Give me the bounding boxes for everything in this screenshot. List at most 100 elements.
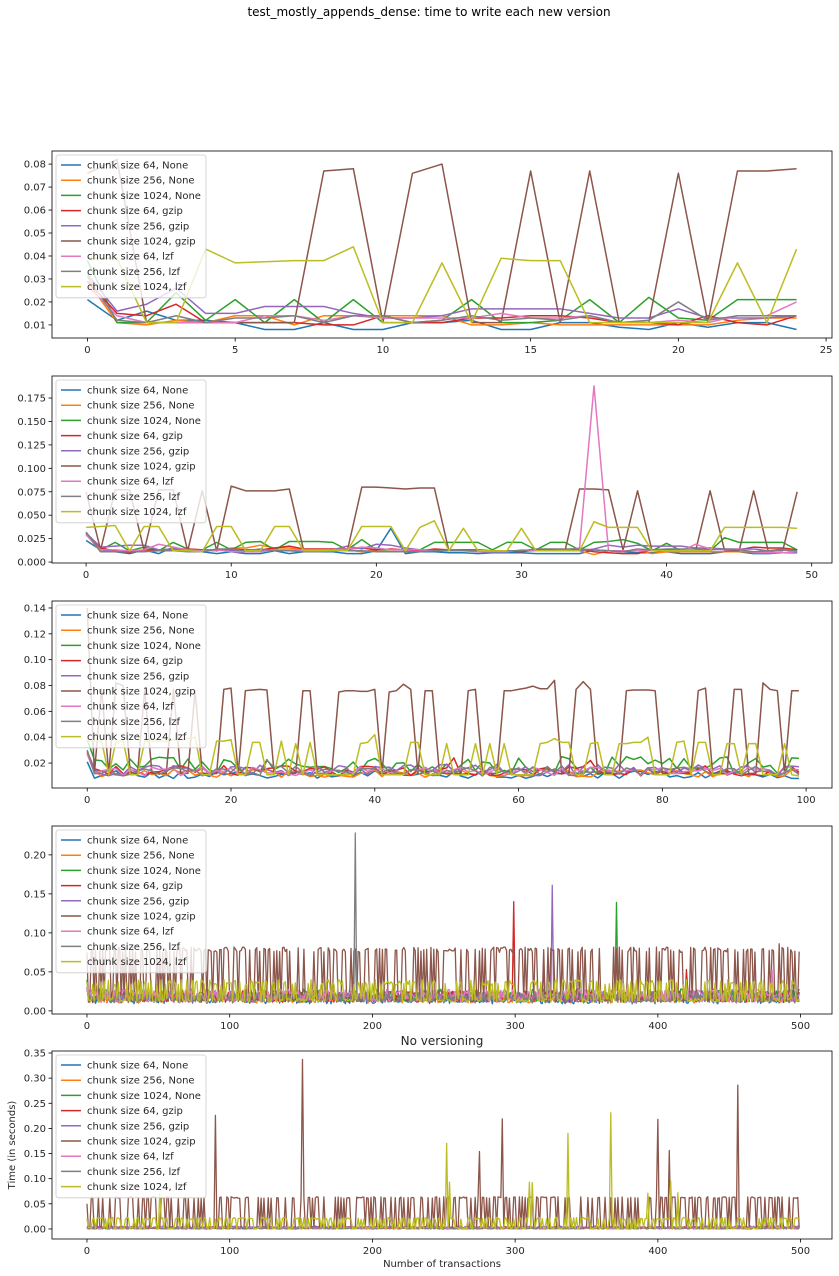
legend: chunk size 64, None chunk size 256, None c… (55, 829, 207, 974)
legend-label: chunk size 64, gzip (87, 206, 183, 217)
legend-label: chunk size 64, gzip (87, 431, 183, 442)
series-line-8 (86, 276, 797, 324)
y-tick-label: 0.12 (24, 629, 46, 640)
series-line-6 (86, 1058, 800, 1230)
y-tick-label: 0.15 (24, 889, 46, 900)
y-tick-label: 0.08 (24, 681, 46, 692)
x-tick-label: 300 (506, 1021, 525, 1032)
y-tick-label: 0.10 (24, 928, 46, 939)
subplot-1: 0 5 10 15 20 25 0.01 0.02 0.03 0.04 0.05 0.06 0.07 0.… (24, 150, 833, 356)
legend: chunk size 64, None chunk size 256, None c… (55, 1054, 207, 1199)
series-line-5 (86, 273, 797, 319)
y-tick-label: 0.07 (24, 183, 46, 194)
legend-label: chunk size 256, None (87, 626, 195, 637)
y-tick-label: 0.15 (24, 1149, 46, 1160)
x-tick-label: 25 (820, 345, 833, 356)
subplot-title: No versioning (401, 1034, 484, 1048)
legend-label: chunk size 64, None (87, 836, 188, 847)
y-tick-label: 0.04 (24, 251, 46, 262)
legend-label: chunk size 64, gzip (87, 656, 183, 667)
y-tick-label: 0.14 (24, 603, 46, 614)
x-tick-label: 20 (225, 795, 238, 806)
legend-label: chunk size 256, lzf (87, 267, 181, 278)
y-tick-label: 0.06 (24, 707, 46, 718)
y-tick-label: 0.30 (24, 1074, 46, 1085)
legend-box (55, 1054, 207, 1199)
x-tick-label: 0 (83, 570, 89, 581)
x-tick-label: 15 (524, 345, 537, 356)
legend-label: chunk size 1024, lzf (87, 732, 187, 743)
y-tick-label: 0.01 (24, 320, 46, 331)
figure-title: test_mostly_appends_dense: time to write… (247, 5, 611, 19)
legend-label: chunk size 64, lzf (87, 1152, 174, 1163)
legend: chunk size 64, None chunk size 256, None c… (55, 379, 207, 524)
y-tick-label: 0.35 (24, 1049, 46, 1060)
axes-frame (51, 375, 833, 564)
x-tick-label: 200 (363, 1246, 382, 1257)
legend-label: chunk size 1024, gzip (87, 912, 196, 923)
y-tick-label: 0.02 (24, 759, 46, 770)
legend-label: chunk size 256, gzip (87, 671, 189, 682)
subplot-4: 0 100 200 300 400 500 0.00 0.05 0.10 0.15 0.20 chun… (24, 825, 833, 1032)
y-tick-label: 0.10 (24, 1174, 46, 1185)
y-tick-label: 0.02 (24, 297, 46, 308)
y-tick-label: 0.175 (17, 394, 46, 405)
legend-label: chunk size 256, None (87, 176, 195, 187)
legend-label: chunk size 256, gzip (87, 896, 189, 907)
axes-frame (51, 600, 833, 789)
series-line-9 (86, 1112, 800, 1230)
x-axis-label: Number of transactions (383, 1259, 501, 1270)
legend-label: chunk size 1024, lzf (87, 507, 187, 518)
legend-label: chunk size 256, lzf (87, 1167, 181, 1178)
legend-label: chunk size 256, None (87, 401, 195, 412)
axes-frame (51, 1050, 833, 1240)
legend-label: chunk size 64, None (87, 611, 188, 622)
legend-label: chunk size 64, None (87, 161, 188, 172)
legend-label: chunk size 1024, lzf (87, 1182, 187, 1193)
legend-label: chunk size 1024, None (87, 866, 201, 877)
series-line-8 (85, 531, 798, 553)
legend-label: chunk size 256, None (87, 851, 195, 862)
x-tick-label: 50 (805, 570, 818, 581)
x-tick-label: 300 (506, 1246, 525, 1257)
legend-box (55, 379, 207, 524)
y-tick-label: 0.20 (24, 850, 46, 861)
axes-frame (51, 825, 833, 1015)
x-tick-label: 10 (377, 345, 390, 356)
series-line-9 (87, 733, 800, 777)
x-tick-label: 100 (220, 1246, 239, 1257)
x-tick-label: 100 (797, 795, 816, 806)
x-tick-label: 0 (84, 1021, 90, 1032)
legend-label: chunk size 256, None (87, 1076, 195, 1087)
legend-label: chunk size 64, lzf (87, 252, 174, 263)
series-line-1 (85, 527, 798, 555)
y-tick-label: 0.06 (24, 206, 46, 217)
legend: chunk size 64, None chunk size 256, None c… (55, 604, 207, 749)
x-tick-label: 5 (232, 345, 238, 356)
x-tick-label: 0 (84, 1246, 90, 1257)
x-tick-label: 40 (660, 570, 673, 581)
x-tick-label: 10 (225, 570, 238, 581)
y-tick-label: 0.10 (24, 655, 46, 666)
y-tick-label: 0.000 (17, 558, 46, 569)
legend-label: chunk size 64, lzf (87, 702, 174, 713)
legend-label: chunk size 1024, None (87, 1091, 201, 1102)
series-line-9 (86, 520, 798, 553)
y-tick-label: 0.08 (24, 160, 46, 171)
x-tick-label: 80 (656, 795, 669, 806)
x-tick-label: 0 (84, 345, 90, 356)
legend: chunk size 64, None chunk size 256, None c… (55, 154, 207, 299)
y-tick-label: 0.025 (17, 534, 46, 545)
x-tick-label: 60 (512, 795, 525, 806)
y-tick-label: 0.075 (17, 487, 46, 498)
y-tick-label: 0.125 (17, 440, 46, 451)
legend-label: chunk size 64, lzf (87, 927, 174, 938)
subplot-5: 0 100 200 300 400 500 0.00 0.05 0.10 0.15 0.20 0.25… (7, 1034, 833, 1270)
y-tick-label: 0.05 (24, 1199, 46, 1210)
axes-frame (51, 150, 833, 339)
legend-label: chunk size 256, gzip (87, 221, 189, 232)
legend-label: chunk size 1024, gzip (87, 1137, 196, 1148)
y-tick-label: 0.05 (24, 967, 46, 978)
legend-label: chunk size 64, gzip (87, 881, 183, 892)
legend-label: chunk size 1024, lzf (87, 282, 187, 293)
